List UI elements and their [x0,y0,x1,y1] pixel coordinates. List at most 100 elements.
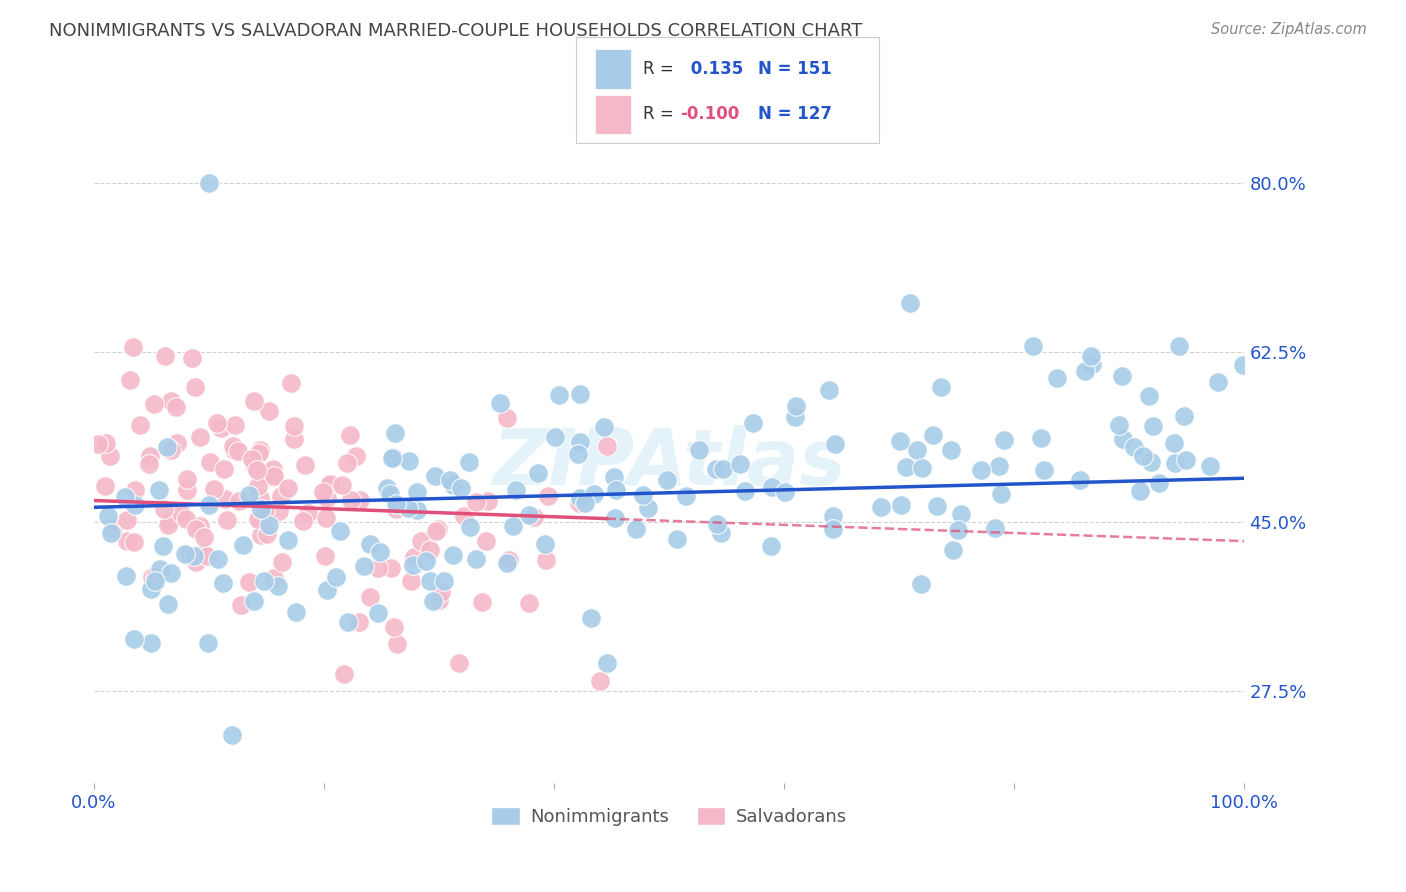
Point [1112,433,1135,447]
Point [141,569,163,583]
Point [344,449,367,463]
Point [910,460,932,475]
Point [423,468,446,483]
Point [498,552,520,566]
Point [184,523,207,537]
Point [1206,375,1229,389]
Point [174,512,197,526]
Point [1108,417,1130,432]
Point [198,455,221,469]
Point [170,506,193,520]
Point [283,433,305,447]
Point [256,527,278,541]
Text: NONIMMIGRANTS VS SALVADORAN MARRIED-COUPLE HOUSEHOLDS CORRELATION CHART: NONIMMIGRANTS VS SALVADORAN MARRIED-COUP… [49,22,863,40]
Point [141,636,163,650]
Point [157,597,180,611]
Text: N = 151: N = 151 [758,60,831,78]
Point [143,397,166,411]
Point [153,349,176,363]
Point [124,483,146,497]
Point [198,176,221,190]
Point [688,443,710,458]
Point [156,440,179,454]
Point [596,439,619,453]
Point [228,494,250,508]
Point [122,632,145,647]
Point [742,416,765,430]
Point [97,508,120,523]
Point [1168,339,1191,353]
Point [269,504,291,518]
Point [253,574,276,588]
Point [124,498,146,512]
Legend: Nonimmigrants, Salvadorans: Nonimmigrants, Salvadorans [484,799,855,833]
Point [149,562,172,576]
Point [458,455,481,469]
Point [761,480,783,494]
Point [181,351,204,365]
Point [941,442,963,457]
Point [249,491,271,505]
Point [222,439,245,453]
Point [224,417,246,432]
Point [1032,463,1054,477]
Point [143,574,166,588]
Point [191,546,214,560]
Point [505,483,527,497]
Point [188,519,211,533]
Point [568,491,591,505]
Point [312,485,335,500]
Point [238,488,260,502]
Point [1069,474,1091,488]
Point [247,478,270,492]
Point [1232,358,1254,372]
Point [910,577,932,591]
Text: R =: R = [643,60,679,78]
Point [637,500,659,515]
Point [385,497,408,511]
Point [626,522,648,536]
Point [330,478,353,492]
Point [349,615,371,630]
Point [603,511,626,525]
Point [333,667,356,681]
Point [430,585,453,599]
Point [246,512,269,526]
Point [329,524,352,538]
Point [280,376,302,390]
Point [1080,350,1102,364]
Point [139,449,162,463]
Point [315,491,337,505]
Point [297,506,319,520]
Point [439,473,461,487]
Point [138,457,160,471]
Point [184,380,207,394]
Point [1123,440,1146,454]
Point [246,463,269,477]
Point [464,551,486,566]
Point [922,428,945,442]
Point [568,496,591,510]
Point [984,520,1007,534]
Point [159,442,181,457]
Point [824,436,846,450]
Point [425,524,447,538]
Point [349,492,371,507]
Point [728,458,751,472]
Point [384,620,406,634]
Point [115,533,138,548]
Text: 0.135: 0.135 [685,60,742,78]
Point [593,419,616,434]
Point [433,574,456,589]
Point [450,481,472,495]
Point [380,487,402,501]
Point [589,674,612,689]
Point [209,421,232,435]
Point [711,462,734,476]
Point [990,487,1012,501]
Point [890,498,912,512]
Point [240,452,263,467]
Point [325,570,347,584]
Point [249,515,271,529]
Point [453,509,475,524]
